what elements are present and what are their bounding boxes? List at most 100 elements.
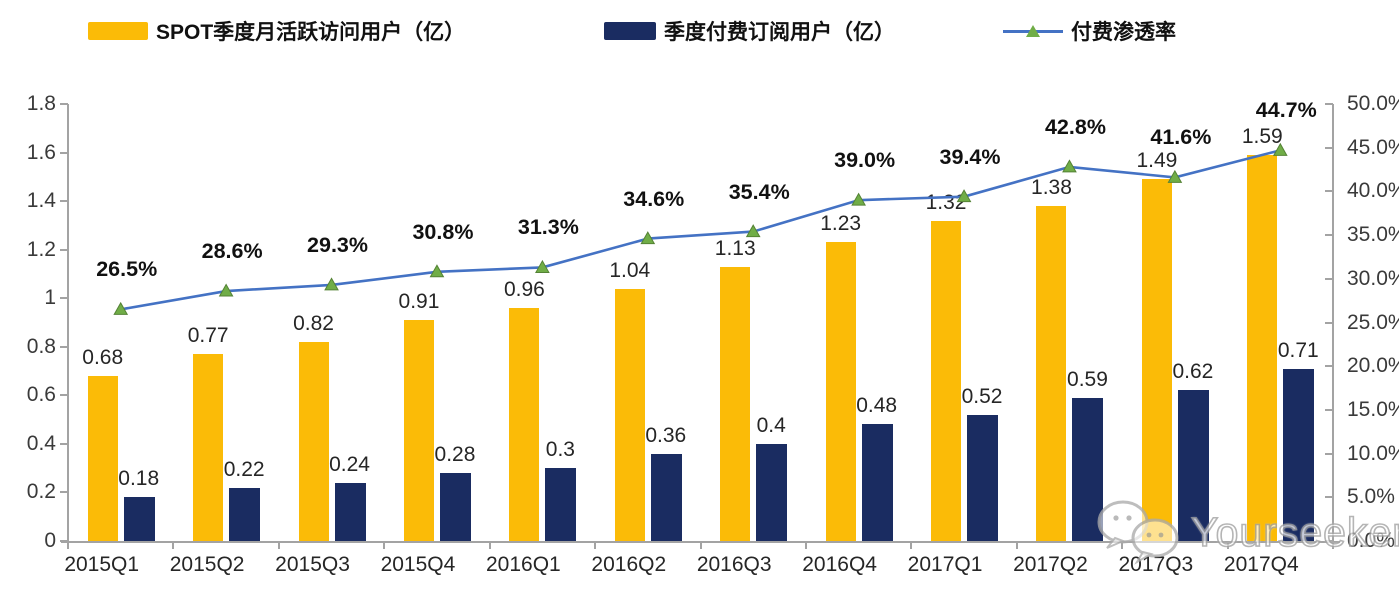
mau-legend-swatch: [88, 22, 148, 40]
penetration-marker-icon: [429, 264, 445, 278]
watermark-text: Yourseeker: [1190, 508, 1399, 556]
x-axis-label-2015Q2: 2015Q2: [169, 553, 245, 576]
mau-value-label: 0.68: [82, 345, 124, 369]
bar-mau-2015Q4: [403, 320, 434, 541]
bar-paid-2015Q3: [334, 482, 366, 541]
x-axis-tick: [488, 541, 491, 549]
penetration-legend-label: 付费渗透率: [1071, 21, 1176, 44]
x-axis-label-2016Q2: 2016Q2: [591, 553, 667, 576]
left-axis-tick: [60, 491, 68, 494]
x-axis-label-2015Q1: 2015Q1: [64, 553, 140, 576]
paid-value-label: 0.59: [1067, 367, 1108, 391]
mau-value-label: 0.91: [398, 290, 440, 314]
right-axis-tick: [1325, 146, 1333, 149]
bar-mau-2015Q3: [298, 341, 329, 541]
bar-paid-2016Q1: [545, 468, 577, 541]
right-axis-tick-label: 5.0%: [1347, 485, 1395, 509]
paid-value-label: 0.22: [223, 457, 265, 481]
right-axis-tick-label: 20.0%: [1347, 354, 1399, 378]
left-axis-tick-label: 0.6: [26, 383, 56, 407]
left-axis-tick-label: 0.8: [26, 334, 56, 358]
penetration-value-label: 39.4%: [939, 144, 1001, 169]
left-axis-tick: [60, 297, 68, 300]
penetration-value-label: 35.4%: [728, 179, 790, 204]
mau-value-label: 0.82: [293, 311, 334, 335]
x-axis-tick: [1226, 541, 1229, 549]
right-axis-tick-label: 45.0%: [1347, 135, 1399, 159]
left-axis-tick-label: 0: [44, 529, 56, 552]
right-axis-tick: [1325, 277, 1333, 280]
right-axis-tick-label: 25.0%: [1347, 310, 1399, 334]
right-axis-line: [1332, 104, 1334, 543]
bar-mau-2015Q2: [193, 354, 224, 541]
right-axis-tick: [1325, 321, 1333, 324]
paid-value-label: 0.62: [1172, 360, 1214, 384]
x-axis-label-2017Q4: 2017Q4: [1223, 553, 1299, 576]
mau-value-label: 1.04: [609, 258, 651, 282]
x-axis-label-2017Q1: 2017Q1: [907, 553, 983, 576]
left-axis-tick: [60, 200, 68, 203]
bar-mau-2015Q1: [87, 375, 118, 541]
left-axis-tick-label: 1.4: [26, 189, 56, 213]
left-axis-tick: [60, 394, 68, 397]
x-axis-tick: [383, 541, 386, 549]
x-axis-label-2015Q3: 2015Q3: [275, 553, 350, 576]
right-axis-tick: [1325, 408, 1333, 411]
x-axis-label-2015Q4: 2015Q4: [380, 553, 456, 576]
x-axis-tick: [277, 541, 280, 549]
penetration-value-label: 30.8%: [412, 219, 474, 244]
right-axis-tick: [1325, 365, 1333, 368]
legend-item-penetration: 付费渗透率: [1003, 18, 1176, 44]
right-axis-tick: [1325, 540, 1333, 542]
x-axis-tick: [67, 541, 69, 549]
x-axis-tick: [172, 541, 175, 549]
watermark: Yourseeker: [1093, 496, 1399, 568]
paid-value-label: 0.71: [1277, 338, 1319, 362]
x-axis-tick: [1015, 541, 1018, 549]
penetration-marker-icon: [324, 277, 339, 291]
penetration-marker-icon: [640, 231, 656, 245]
right-axis-tick-label: 50.0%: [1347, 92, 1399, 115]
right-axis-tick: [1325, 452, 1333, 455]
paid-value-label: 0.36: [645, 423, 687, 447]
paid-value-label: 0.48: [856, 394, 898, 418]
left-axis-tick-label: 1.8: [26, 92, 56, 115]
bar-paid-2016Q3: [756, 443, 788, 541]
mau-value-label: 0.77: [187, 324, 229, 348]
x-axis-label-2016Q1: 2016Q1: [486, 553, 561, 576]
bar-paid-2015Q4: [439, 473, 471, 541]
bar-mau-2016Q2: [614, 288, 645, 541]
left-axis-tick: [60, 103, 68, 105]
bar-paid-2017Q1: [967, 414, 999, 541]
right-axis-tick: [1325, 234, 1333, 237]
penetration-value-label: 29.3%: [307, 232, 369, 257]
penetration-value-label: 31.3%: [517, 215, 579, 240]
mau-value-label: 1.23: [820, 212, 862, 236]
left-axis-tick: [60, 540, 68, 542]
left-axis-tick: [60, 345, 68, 348]
penetration-value-label: 26.5%: [96, 257, 158, 282]
paid-value-label: 0.3: [545, 438, 575, 462]
right-axis-tick: [1325, 103, 1333, 105]
right-axis-tick: [1325, 190, 1333, 193]
penetration-marker-icon: [1062, 159, 1077, 173]
wechat-icon: [1097, 500, 1179, 565]
x-axis-tick: [699, 541, 702, 549]
penetration-marker-icon: [851, 192, 866, 206]
paid-value-label: 0.18: [118, 467, 160, 491]
penetration-value-label: 44.7%: [1255, 98, 1317, 123]
left-axis-tick: [60, 151, 68, 154]
left-axis-tick: [60, 248, 68, 251]
mau-value-label: 1.13: [714, 236, 756, 260]
bar-paid-2016Q4: [861, 424, 893, 541]
penetration-marker-icon: [218, 283, 234, 297]
right-axis-tick-label: 30.0%: [1347, 266, 1399, 290]
right-axis-tick-label: 35.0%: [1347, 223, 1399, 247]
x-axis-label-2016Q4: 2016Q4: [802, 553, 877, 576]
right-axis-tick-label: 40.0%: [1347, 179, 1399, 203]
right-axis-tick: [1325, 496, 1333, 499]
paid-value-label: 0.28: [434, 443, 476, 467]
mau-value-label: 1.59: [1241, 124, 1283, 148]
